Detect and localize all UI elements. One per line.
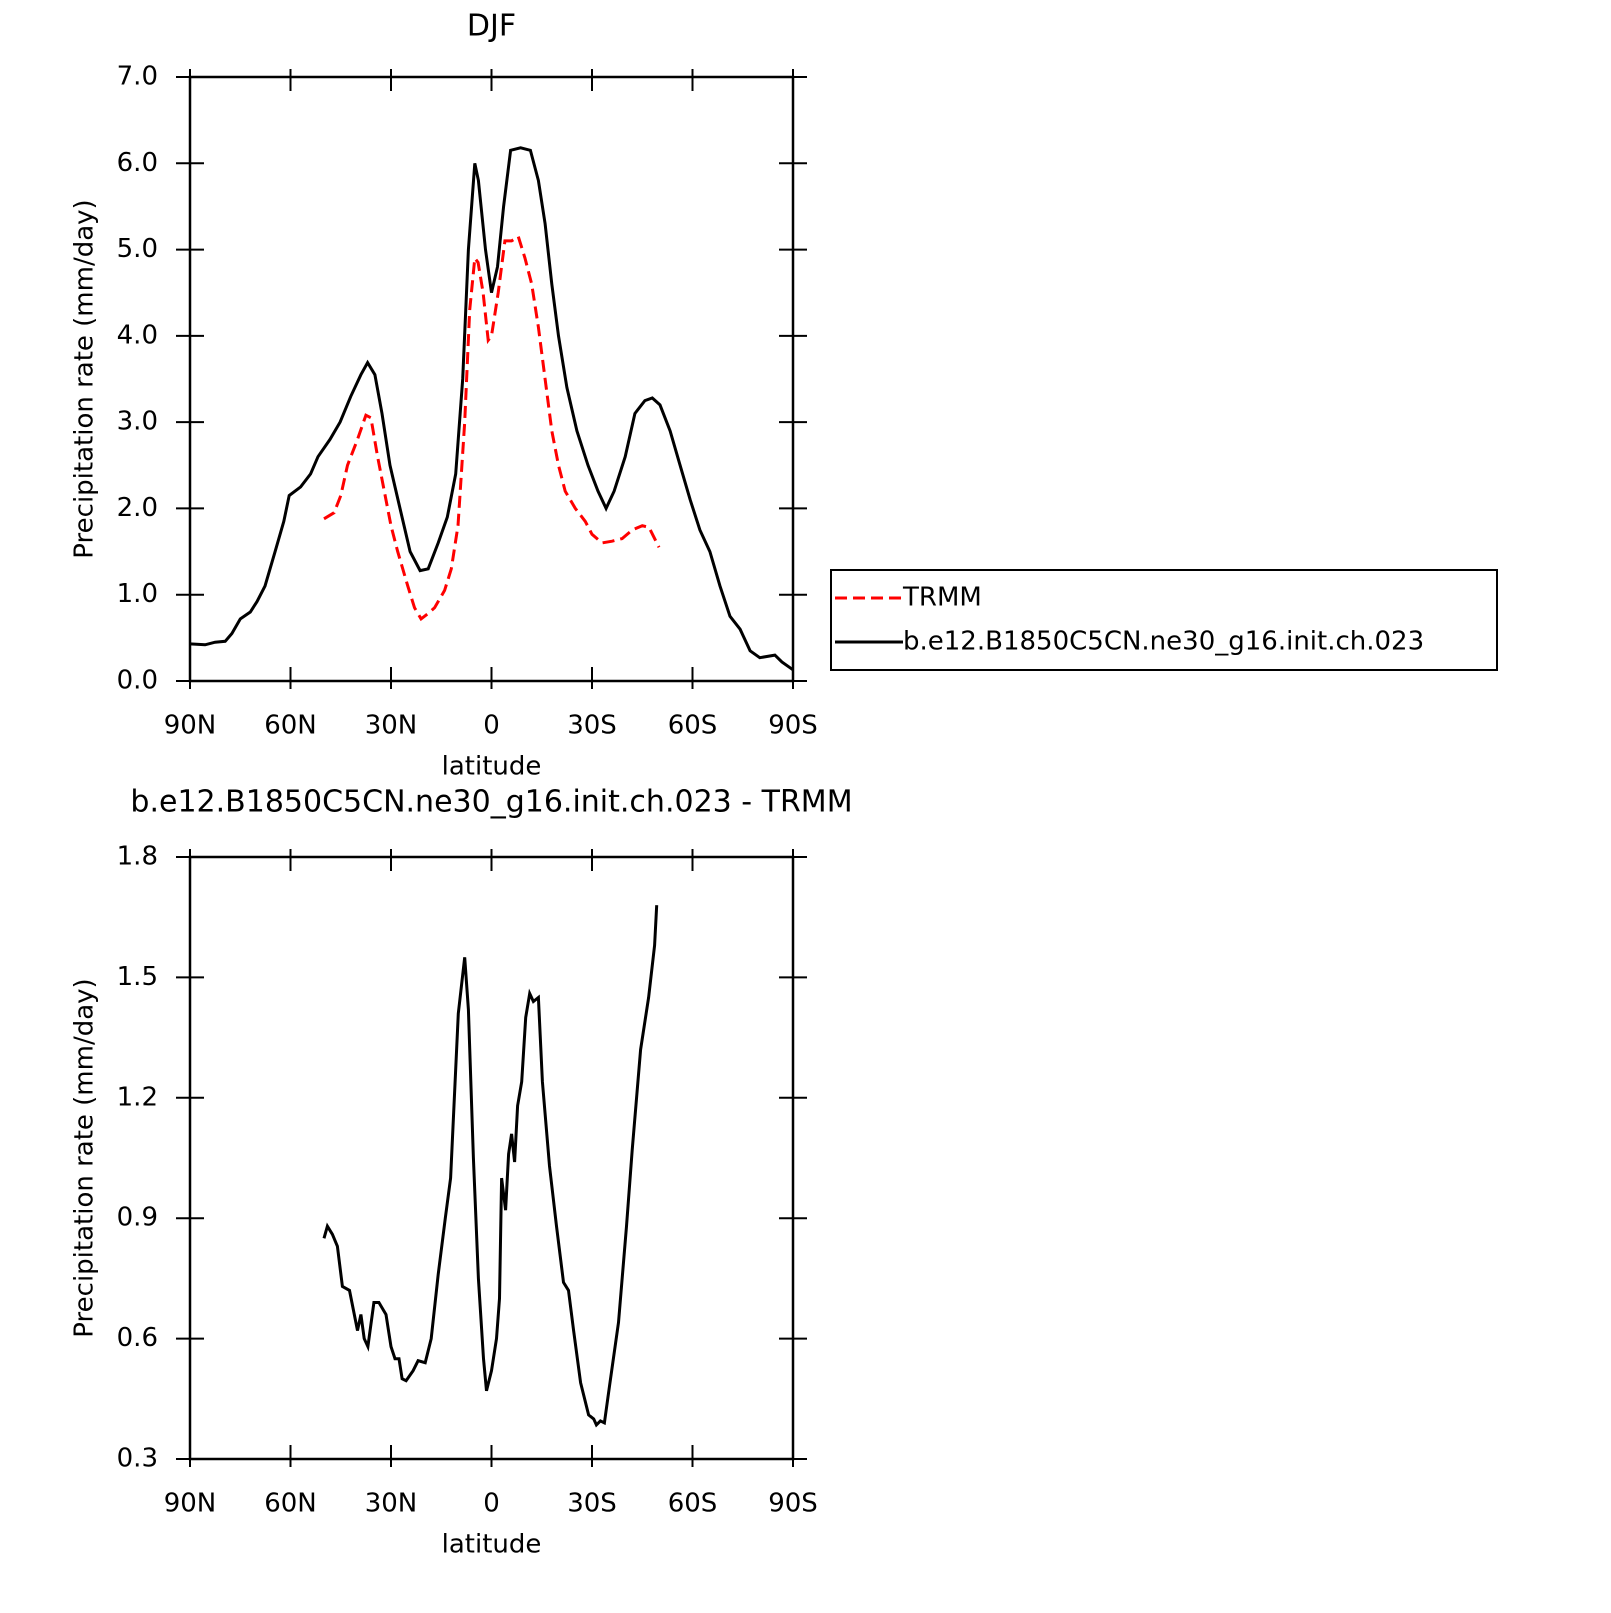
y-tick-label: 0.3 — [117, 1444, 158, 1474]
data-line — [189, 146, 794, 672]
x-tick-label: 30S — [567, 711, 617, 741]
y-tick-label: 1.2 — [117, 1082, 158, 1112]
y-tick-label: 0.9 — [117, 1203, 158, 1233]
y-tick-label: 2.0 — [117, 493, 158, 523]
x-tick-label: 90S — [768, 1489, 818, 1519]
y-tick-label: 3.0 — [117, 407, 158, 437]
y-tick-label: 0.6 — [117, 1323, 158, 1353]
x-tick-label: 90N — [164, 711, 217, 741]
chart-title: b.e12.B1850C5CN.ne30_g16.init.ch.023 - T… — [130, 785, 852, 820]
x-axis-label: latitude — [442, 1530, 542, 1560]
legend-label: b.e12.B1850C5CN.ne30_g16.init.ch.023 — [903, 627, 1424, 657]
x-tick-label: 90N — [164, 1489, 217, 1519]
y-axis-label: Precipitation rate (mm/day) — [70, 199, 100, 558]
x-tick-label: 30N — [365, 1489, 418, 1519]
legend-box — [830, 569, 1498, 671]
x-axis-label: latitude — [442, 752, 542, 782]
x-tick-label: 90S — [768, 711, 818, 741]
y-tick-label: 1.8 — [117, 842, 158, 872]
plot-frame — [188, 75, 795, 683]
x-tick-label: 30S — [567, 1489, 617, 1519]
chart-title: DJF — [467, 9, 516, 44]
y-axis-label: Precipitation rate (mm/day) — [70, 978, 100, 1337]
x-tick-label: 0 — [483, 1489, 500, 1519]
data-line — [323, 234, 661, 622]
plot-frame — [188, 855, 795, 1461]
y-tick-label: 1.5 — [117, 962, 158, 992]
y-tick-label: 7.0 — [117, 62, 158, 92]
y-tick-label: 1.0 — [117, 579, 158, 609]
y-tick-label: 0.0 — [117, 666, 158, 696]
legend-label: TRMM — [902, 583, 982, 613]
x-tick-label: 60S — [668, 711, 718, 741]
x-tick-label: 60N — [264, 1489, 317, 1519]
x-tick-label: 30N — [365, 711, 418, 741]
x-tick-label: 60N — [264, 711, 317, 741]
y-tick-label: 4.0 — [117, 320, 158, 350]
x-tick-label: 60S — [668, 1489, 718, 1519]
x-tick-label: 0 — [483, 711, 500, 741]
data-line — [322, 905, 659, 1428]
y-tick-label: 5.0 — [117, 234, 158, 264]
y-tick-label: 6.0 — [117, 148, 158, 178]
